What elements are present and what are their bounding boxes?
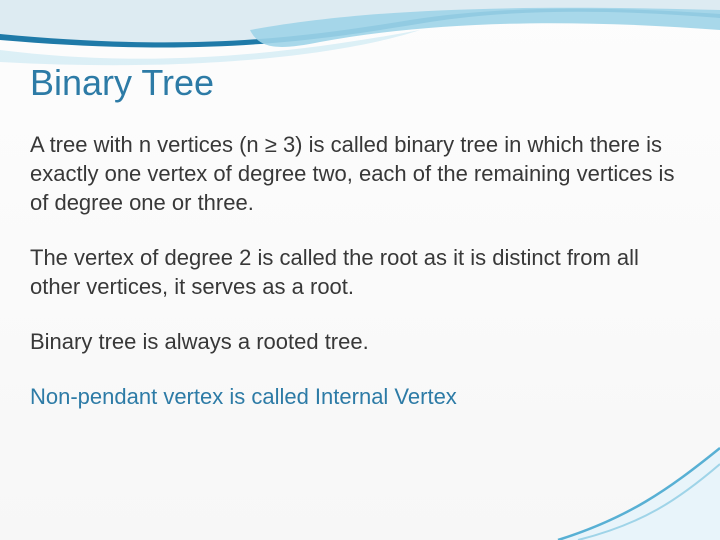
slide: Binary Tree A tree with n vertices (n ≥ …	[0, 0, 720, 540]
paragraph-2: The vertex of degree 2 is called the roo…	[30, 243, 680, 301]
corner-swoosh-icon	[520, 420, 720, 540]
paragraph-3: Binary tree is always a rooted tree.	[30, 327, 680, 356]
paragraph-4-accent: Non-pendant vertex is called Internal Ve…	[30, 382, 680, 411]
corner-swoosh-decor	[520, 420, 720, 540]
paragraph-1: A tree with n vertices (n ≥ 3) is called…	[30, 130, 680, 217]
slide-title: Binary Tree	[30, 62, 214, 104]
slide-body: A tree with n vertices (n ≥ 3) is called…	[30, 130, 680, 411]
